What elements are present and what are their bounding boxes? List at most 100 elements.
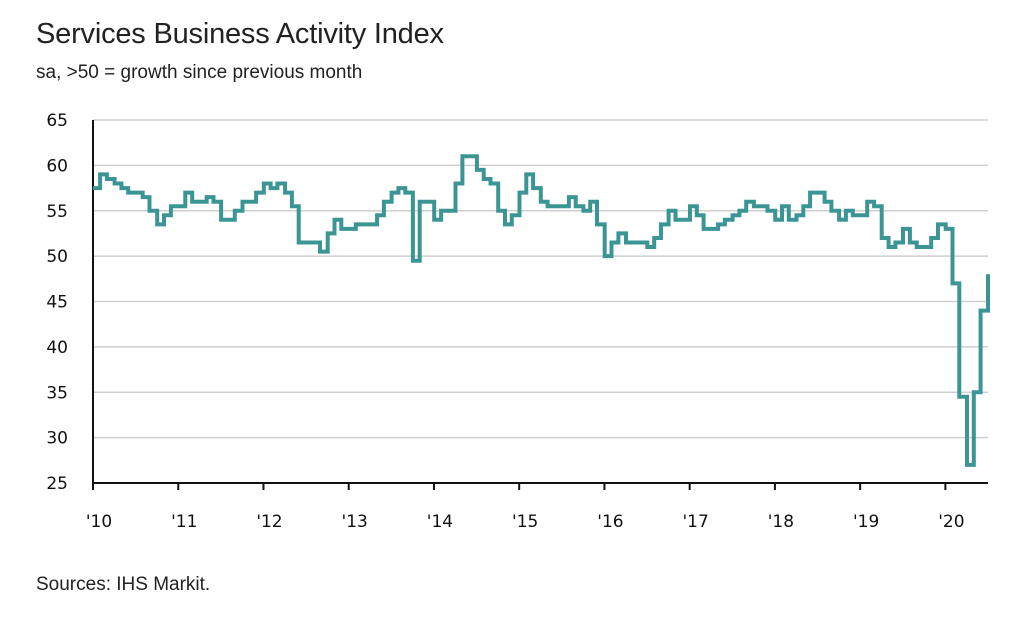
data-point	[774, 219, 776, 221]
data-point	[440, 210, 442, 212]
data-point	[731, 214, 733, 216]
data-point	[476, 169, 478, 171]
data-point	[682, 219, 684, 221]
data-point	[540, 201, 541, 203]
data-point	[973, 391, 975, 393]
data-point	[469, 155, 471, 157]
data-point	[738, 210, 740, 212]
data-point	[128, 192, 130, 194]
x-tick-label: '20	[938, 512, 964, 532]
data-point	[490, 183, 492, 185]
data-point	[149, 210, 151, 212]
data-point	[177, 205, 179, 207]
data-point	[753, 205, 755, 207]
data-point	[902, 228, 904, 230]
data-point	[795, 214, 797, 216]
data-point	[938, 223, 940, 225]
data-point	[923, 246, 925, 248]
y-tick-label: 55	[46, 202, 68, 222]
x-tick-label: '12	[256, 512, 282, 532]
x-tick-label: '17	[683, 512, 709, 532]
data-point	[916, 246, 918, 248]
x-tick-label: '13	[342, 512, 368, 532]
chart-subtitle: sa, >50 = growth since previous month	[36, 62, 363, 83]
y-tick-label: 50	[46, 247, 68, 267]
data-point	[113, 183, 115, 185]
data-point	[788, 219, 790, 221]
data-point	[220, 219, 222, 221]
data-point	[135, 192, 137, 194]
y-tick-label: 30	[46, 429, 68, 449]
x-tick-label: '19	[853, 512, 879, 532]
data-point	[639, 242, 641, 244]
data-point	[227, 219, 229, 221]
data-point	[405, 192, 407, 194]
data-point	[610, 242, 612, 244]
data-point	[930, 237, 932, 239]
data-point	[575, 205, 577, 207]
series-line	[93, 154, 990, 467]
data-point	[384, 201, 386, 203]
gridlines	[93, 119, 988, 439]
y-tick-label: 65	[46, 111, 68, 131]
data-point	[987, 273, 989, 275]
data-point	[433, 219, 435, 221]
data-point	[802, 205, 804, 207]
data-point	[874, 205, 876, 207]
data-point	[426, 201, 428, 203]
data-point	[184, 192, 186, 194]
data-point	[170, 205, 172, 207]
data-point	[767, 210, 769, 212]
data-point	[482, 178, 484, 180]
data-point	[880, 237, 882, 239]
data-point	[582, 210, 584, 212]
data-point	[99, 173, 101, 175]
data-point	[156, 223, 158, 225]
data-point	[120, 187, 122, 189]
data-point	[511, 214, 513, 216]
data-point	[695, 214, 697, 216]
chart-title: Services Business Activity Index	[36, 18, 444, 50]
data-point	[447, 210, 449, 212]
data-point	[369, 223, 371, 225]
x-tick-label: '15	[512, 512, 538, 532]
y-tick-label: 60	[46, 156, 68, 176]
data-point	[326, 232, 328, 234]
x-tick-label: '14	[427, 512, 453, 532]
data-point	[674, 219, 676, 221]
y-tick-label: 25	[46, 474, 68, 494]
data-point	[625, 242, 627, 244]
data-point	[256, 192, 258, 194]
data-point	[320, 251, 322, 253]
data-point	[951, 282, 953, 284]
series-group	[92, 154, 990, 467]
data-point	[838, 219, 840, 221]
data-point	[92, 187, 94, 189]
y-tick-labels: 25 30 35 40 45 50 55 60 65	[46, 111, 68, 494]
data-point	[192, 201, 194, 203]
data-point	[810, 192, 812, 194]
data-point	[461, 155, 463, 157]
data-point	[909, 242, 911, 244]
data-point	[277, 183, 279, 185]
data-point	[518, 192, 520, 194]
data-point	[525, 173, 527, 175]
data-point	[412, 260, 414, 262]
data-point	[355, 223, 357, 225]
data-point	[703, 228, 705, 230]
data-point	[241, 201, 243, 203]
y-tick-label: 35	[46, 383, 68, 403]
data-point	[362, 223, 364, 225]
data-point	[291, 205, 293, 207]
data-point	[618, 232, 620, 234]
data-point	[817, 192, 819, 194]
source-note: Sources: IHS Markit.	[36, 574, 211, 595]
data-point	[533, 187, 535, 189]
data-point	[205, 196, 207, 198]
data-point	[597, 223, 599, 225]
data-point	[852, 214, 854, 216]
data-point	[284, 192, 286, 194]
data-point	[418, 201, 420, 203]
data-point	[298, 242, 300, 244]
